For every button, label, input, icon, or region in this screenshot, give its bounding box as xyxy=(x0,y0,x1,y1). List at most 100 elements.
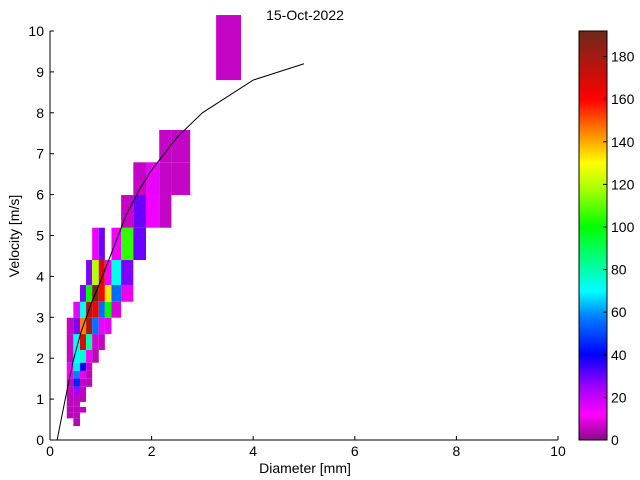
heatmap-cell xyxy=(98,301,105,318)
heatmap-cell xyxy=(73,406,80,413)
y-tick-label: 0 xyxy=(36,432,44,448)
heatmap-cell xyxy=(66,406,74,413)
heatmap-cell xyxy=(171,129,191,163)
colorbar xyxy=(578,30,608,441)
heatmap-cell xyxy=(73,412,80,419)
heatmap-cell xyxy=(104,301,112,318)
heatmap-cell xyxy=(98,284,105,302)
heatmap-cell xyxy=(111,284,122,302)
heatmap-cell xyxy=(79,334,87,351)
colorbar-tick-label: 100 xyxy=(611,219,635,235)
heatmap-cell xyxy=(92,301,99,318)
heatmap-cell xyxy=(111,227,122,261)
y-tick-label: 9 xyxy=(36,64,44,80)
heatmap-cell xyxy=(86,370,93,379)
chart-title: 15-Oct-2022 xyxy=(266,7,344,23)
heatmap-cell xyxy=(66,386,74,396)
heatmap-cell xyxy=(66,350,74,363)
y-tick-label: 4 xyxy=(36,268,44,284)
colorbar-tick-label: 160 xyxy=(611,91,635,107)
heatmap-cell xyxy=(73,378,80,387)
x-tick-label: 0 xyxy=(46,443,54,459)
heatmap-cell xyxy=(66,395,74,402)
heatmap-cell xyxy=(79,301,87,318)
heatmap-cell xyxy=(66,362,74,371)
heatmap-cell xyxy=(98,317,105,335)
heatmap-cell xyxy=(104,284,112,302)
heatmap-cell xyxy=(111,260,122,285)
heatmap-cell xyxy=(86,260,93,285)
y-tick-label: 3 xyxy=(36,309,44,325)
heatmap-cell xyxy=(92,260,99,285)
heatmap-cell xyxy=(98,227,105,261)
heatmap-cell xyxy=(92,350,99,363)
y-tick-label: 1 xyxy=(36,391,44,407)
heatmap-cell xyxy=(86,362,93,371)
y-tick-label: 6 xyxy=(36,187,44,203)
colorbar-tick-label: 60 xyxy=(611,304,627,320)
heatmap-cell xyxy=(73,370,80,379)
heatmap-cell xyxy=(171,162,191,196)
heatmap-cell xyxy=(159,162,172,196)
heatmap-cell xyxy=(66,378,74,387)
heatmap-cell xyxy=(66,412,74,419)
colorbar-tick-label: 180 xyxy=(611,49,635,65)
heatmap-cell xyxy=(73,395,80,402)
heatmap-cell xyxy=(216,15,242,81)
heatmap-cell xyxy=(79,284,87,302)
x-tick-label: 8 xyxy=(453,443,461,459)
colorbar-tick-label: 0 xyxy=(611,432,619,448)
x-tick-label: 4 xyxy=(249,443,257,459)
heatmap-cell xyxy=(121,284,134,302)
heatmap-cell xyxy=(133,227,147,261)
heatmap-cell xyxy=(86,317,93,335)
fit-curve-line xyxy=(56,63,305,441)
heatmap-cells xyxy=(66,15,242,427)
heatmap-cell xyxy=(73,362,80,371)
heatmap-cell xyxy=(79,350,87,363)
heatmap-cell xyxy=(121,260,134,285)
heatmap-cell xyxy=(92,227,99,261)
heatmap-cell xyxy=(79,370,87,379)
heatmap-cell xyxy=(73,317,80,335)
heatmap-cell xyxy=(79,362,87,371)
colorbar-tick-label: 120 xyxy=(611,176,635,192)
heatmap-cell xyxy=(79,378,87,387)
colorbar-tick-label: 20 xyxy=(611,389,627,405)
heatmap-cell xyxy=(86,350,93,363)
heatmap-cell xyxy=(86,378,93,387)
heatmap-cell xyxy=(159,129,172,163)
x-tick-label: 10 xyxy=(550,443,566,459)
heatmap-cell xyxy=(159,195,172,228)
heatmap-cell xyxy=(92,317,99,335)
heatmap-cell xyxy=(98,334,105,351)
y-tick-label: 10 xyxy=(28,23,44,39)
heatmap-cell xyxy=(73,401,80,407)
heatmap-cell xyxy=(66,317,74,335)
heatmap-cell xyxy=(73,301,80,318)
x-axis-label: Diameter [mm] xyxy=(259,460,351,476)
heatmap-cell xyxy=(104,317,112,335)
heatmap-cell xyxy=(111,301,122,318)
x-tick-label: 2 xyxy=(148,443,156,459)
heatmap-cell xyxy=(86,334,93,351)
colorbar-ticks: 0 20 40 60 80 100 120 140 160 180 xyxy=(603,49,635,448)
y-ticks: 0 1 2 3 4 5 6 7 8 9 10 xyxy=(28,23,54,448)
heatmap-cell xyxy=(121,227,134,261)
heatmap-cell xyxy=(66,334,74,351)
colorbar-tick-label: 140 xyxy=(611,134,635,150)
heatmap-cell xyxy=(146,195,160,228)
x-tick-label: 6 xyxy=(351,443,359,459)
heatmap-cell xyxy=(73,386,80,396)
heatmap-cell xyxy=(73,350,80,363)
heatmap-cell xyxy=(73,418,80,427)
colorbar-tick-label: 40 xyxy=(611,347,627,363)
colorbar-tick-label: 80 xyxy=(611,262,627,278)
heatmap-cell xyxy=(133,195,147,228)
heatmap-cell xyxy=(79,395,87,402)
heatmap-cell xyxy=(133,162,147,196)
heatmap-cell xyxy=(66,401,74,407)
heatmap-cell xyxy=(146,162,160,196)
heatmap-cell xyxy=(86,284,93,302)
